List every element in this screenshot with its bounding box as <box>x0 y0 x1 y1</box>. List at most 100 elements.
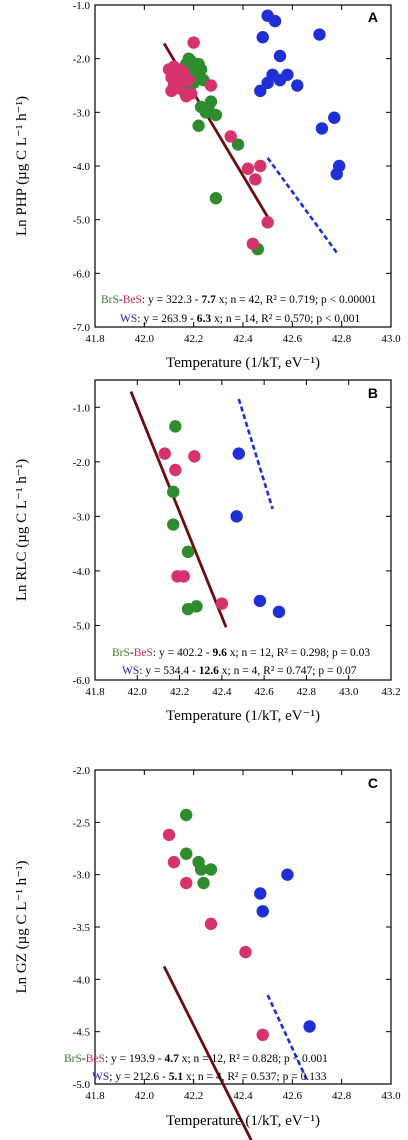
x-tick-label: 42.0 <box>135 1090 155 1102</box>
equation-slope: 6.3 <box>197 313 212 325</box>
data-point-brs <box>180 847 193 860</box>
x-tick-label: 41.8 <box>85 686 105 698</box>
y-tick-label: -2.0 <box>73 54 91 66</box>
y-tick-label: -3.0 <box>73 107 91 119</box>
y-tick-label: -4.0 <box>73 566 91 578</box>
data-point-ws <box>232 447 245 460</box>
data-point-bes <box>172 81 186 95</box>
data-point-bes <box>188 450 201 463</box>
equation-brs-bes: BrS-BeS: y = 402.2 - 9.6 x; n = 12, R² =… <box>112 647 370 659</box>
y-axis-label: Ln GZ (µg C L⁻¹ h⁻¹) <box>14 860 30 993</box>
label-ws: WS <box>120 313 137 325</box>
y-tick-label: -6.0 <box>73 268 91 280</box>
panel-letter: C <box>368 775 378 791</box>
data-points <box>158 420 286 619</box>
data-point-brs <box>204 863 218 876</box>
panel-b: B 41.8 42.0 42.2 42.4 42.6 42.8 43.0 43.2 -1.0 -2… <box>14 379 401 724</box>
x-axis-label: Temperature (1/kT, eV⁻¹) <box>166 708 320 724</box>
data-point-brs <box>169 420 182 433</box>
data-point-bes <box>215 597 229 610</box>
data-point-brs <box>197 876 210 890</box>
y-tick-label: -1.0 <box>73 0 91 12</box>
x-tick-label: 42.8 <box>332 333 352 345</box>
data-point-ws <box>291 79 304 92</box>
data-point-ws <box>281 868 294 881</box>
data-point-ws <box>272 605 286 619</box>
label-ws: WS <box>92 1071 109 1083</box>
x-axis-label: Temperature (1/kT, eV⁻¹) <box>166 1113 320 1129</box>
y-axis-label: Ln PHP (µg C L⁻¹ h⁻¹) <box>14 96 30 236</box>
data-point-bes <box>224 130 237 143</box>
equation-stats: x; n = 12, R² = 0.298; p = 0.03 <box>227 647 371 659</box>
data-point-ws <box>256 31 269 44</box>
data-point-ws <box>268 14 282 28</box>
data-point-bes <box>158 447 171 460</box>
x-tick-label: 42.4 <box>233 1090 253 1102</box>
label-brs: BrS <box>101 294 119 306</box>
data-point-bes <box>256 1028 269 1042</box>
fit-line-ws <box>266 994 309 1081</box>
axis-ticks: 41.8 42.0 42.2 42.4 42.6 42.8 43.0 -2.0 -2.5 -3.0… <box>73 765 402 1102</box>
y-tick-label: -4.5 <box>73 1027 91 1039</box>
equation-body: : y = 402.2 - <box>153 647 213 659</box>
data-point-bes <box>180 876 193 890</box>
equation-body: ; y = 212.6 - <box>109 1071 169 1083</box>
data-point-bes <box>249 173 262 186</box>
data-point-ws <box>230 510 243 523</box>
data-point-ws <box>328 111 341 124</box>
x-tick-label: 41.8 <box>85 333 105 345</box>
data-point-brs <box>199 106 213 119</box>
data-point-bes <box>182 73 195 87</box>
plot-frame <box>94 769 392 1085</box>
label-sep: - <box>130 647 134 659</box>
data-point-ws <box>273 49 287 63</box>
data-point-ws <box>253 594 267 608</box>
x-tick-label: 42.0 <box>135 333 155 345</box>
data-point-brs <box>194 63 208 76</box>
y-tick-label: -6.0 <box>73 675 91 687</box>
equation-ws: WS; y = 212.6 - 5.1 x; n = 4, R² = 0.537… <box>92 1071 327 1083</box>
data-point-bes <box>239 945 252 959</box>
data-point-brs <box>192 119 205 132</box>
data-point-brs <box>180 808 193 822</box>
x-tick-label: 42.8 <box>297 686 317 698</box>
y-tick-label: -5.0 <box>73 620 91 632</box>
y-tick-label: -1.0 <box>73 402 91 414</box>
x-tick-label: 43.0 <box>339 686 359 698</box>
data-points <box>162 808 316 1042</box>
fit-line-brs-bes <box>129 391 228 628</box>
equation-stats: x; n = 42, R² = 0.719; p < 0.00001 <box>216 294 377 306</box>
data-point-brs <box>190 600 203 613</box>
label-bes: BeS <box>86 1053 105 1065</box>
equation-slope: 5.1 <box>169 1071 184 1083</box>
panel-a: A 41.8 42.0 42.2 42.4 42.6 42.8 43.0 -1.0 -2.0 -3… <box>14 0 401 371</box>
equation-body: : y = 322.3 - <box>142 294 202 306</box>
x-tick-label: 42.6 <box>255 686 275 698</box>
equation-brs-bes: BrS-BeS: y = 193.9 - 4.7 x; n = 12, R² =… <box>64 1053 328 1065</box>
data-point-bes <box>177 570 190 583</box>
x-tick-label: 41.8 <box>85 1090 105 1102</box>
label-bes: BeS <box>134 647 153 659</box>
y-tick-label: -2.0 <box>73 765 91 777</box>
equation-stats: x; n = 12, R² = 0.828; p < 0.001 <box>179 1053 328 1065</box>
data-point-ws <box>273 73 287 87</box>
data-point-brs <box>181 545 195 559</box>
label-sep: - <box>119 294 123 306</box>
equation-ws: WS: y = 534.4 - 12.6 x; n = 4, R² = 0.74… <box>122 665 357 677</box>
data-point-bes <box>185 87 198 100</box>
data-point-bes <box>254 159 267 173</box>
x-tick-label: 42.8 <box>332 1090 352 1102</box>
data-point-brs <box>185 55 198 68</box>
equation-stats: x; n = 14, R² = 0.570; p < 0.001 <box>211 313 360 325</box>
y-tick-label: -5.0 <box>73 215 91 227</box>
axis-ticks: 41.8 42.0 42.2 42.4 42.6 42.8 43.0 -1.0 -2.0 -3.0… <box>73 0 402 345</box>
label-brs: BrS <box>64 1053 82 1065</box>
data-point-ws <box>261 76 274 90</box>
fit-line-brs-bes <box>162 965 253 1140</box>
y-tick-label: -3.5 <box>73 922 91 934</box>
equation-slope: 9.6 <box>212 647 227 659</box>
equation-stats: x; n = 4, R² = 0.747; p = 0.07 <box>219 665 357 677</box>
y-tick-label: -5.0 <box>73 1079 91 1091</box>
y-tick-label: -2.5 <box>73 817 91 829</box>
fit-lines <box>162 965 309 1140</box>
